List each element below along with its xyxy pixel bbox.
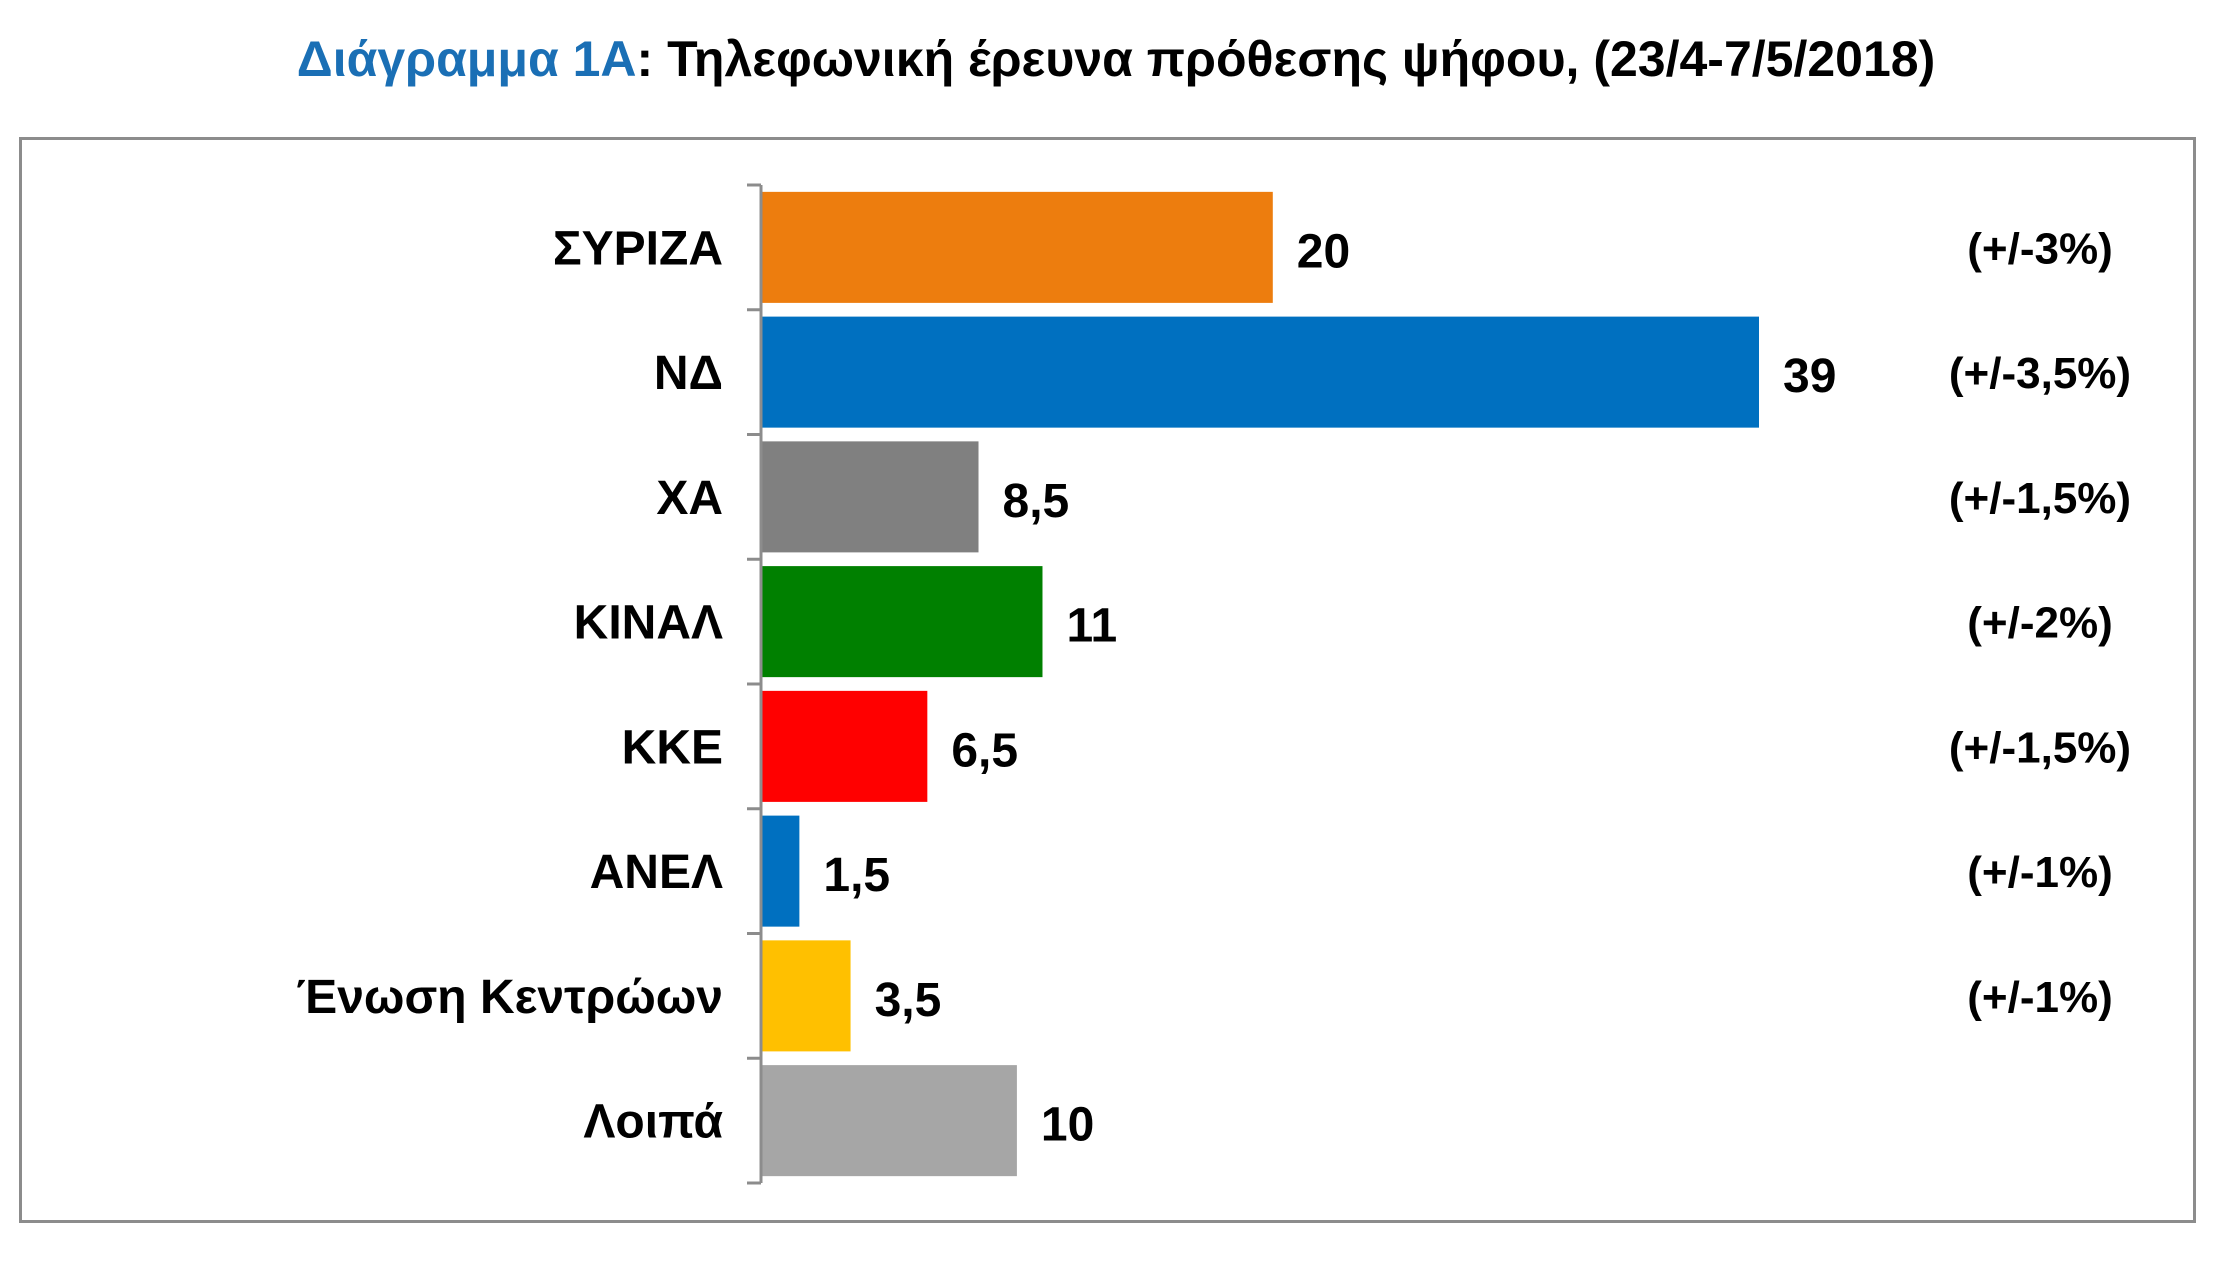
bar — [761, 441, 979, 553]
bar — [761, 815, 800, 927]
data-label: 1,5 — [823, 849, 890, 902]
data-label: 39 — [1783, 350, 1836, 403]
data-label: 20 — [1297, 225, 1350, 278]
chart-title-text: : Τηλεφωνική έρευνα πρόθεσης ψήφου, (23/… — [636, 31, 1936, 87]
margin-of-error-label: (+/-1%) — [1967, 848, 2112, 897]
category-label: ΣΥΡΙΖΑ — [553, 222, 723, 275]
chart-title: Διάγραμμα 1Α: Τηλεφωνική έρευνα πρόθεσης… — [0, 30, 2232, 88]
data-label: 6,5 — [951, 724, 1018, 777]
margin-of-error-label: (+/-1%) — [1967, 973, 2112, 1022]
data-label: 10 — [1041, 1099, 1094, 1152]
category-label: ΑΝΕΛ — [590, 846, 723, 899]
category-label: Λοιπά — [583, 1096, 723, 1149]
data-label: 11 — [1066, 600, 1117, 653]
chart-frame — [19, 137, 2196, 1223]
category-label: ΝΔ — [654, 347, 723, 400]
data-label: 8,5 — [1003, 475, 1070, 528]
margin-of-error-label: (+/-3%) — [1967, 224, 2112, 273]
bar — [761, 191, 1273, 303]
data-label: 3,5 — [875, 974, 942, 1027]
margin-of-error-label: (+/-1,5%) — [1949, 723, 2131, 772]
category-label: ΚΚΕ — [622, 721, 723, 774]
chart-title-prefix: Διάγραμμα 1Α — [296, 31, 637, 87]
bar — [761, 1065, 1017, 1177]
category-label: ΧΑ — [656, 472, 723, 525]
category-label: Ένωση Κεντρώων — [296, 971, 723, 1024]
category-label: ΚΙΝΑΛ — [574, 597, 723, 650]
margin-of-error-label: (+/-3,5%) — [1949, 349, 2131, 398]
bar — [761, 316, 1759, 428]
bar — [761, 566, 1043, 678]
margin-of-error-label: (+/-2%) — [1967, 599, 2112, 648]
bar — [761, 940, 851, 1052]
margin-of-error-label: (+/-1,5%) — [1949, 474, 2131, 523]
bar — [761, 690, 928, 802]
